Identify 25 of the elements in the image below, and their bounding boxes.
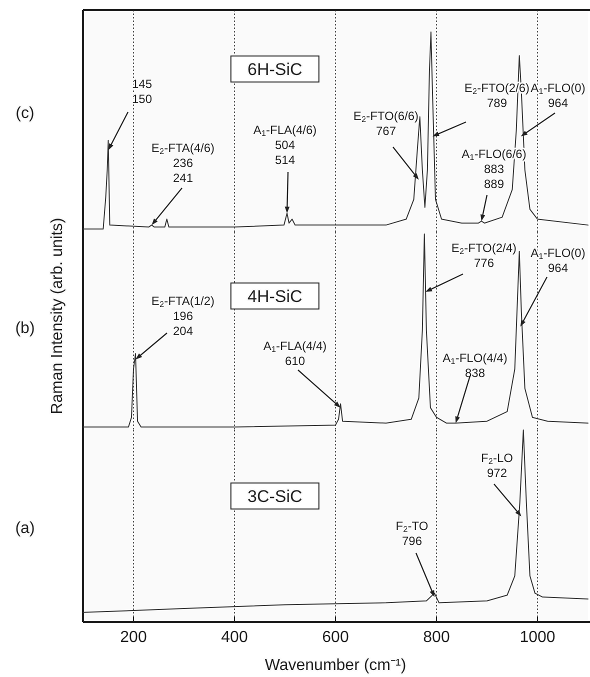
x-tick-label: 600: [322, 629, 349, 646]
annotation: E$_{2}$-FTA(1/2) 196 204: [151, 294, 215, 338]
x-tick-label: 1000: [520, 629, 556, 646]
annotation: E$_{2}$-FTA(4/6) 236 241: [151, 141, 215, 185]
annotation: A$_{1}$-FLO(0) 964: [530, 246, 586, 275]
text: 6H-SiC: [248, 60, 302, 79]
x-tick-label: 200: [120, 629, 147, 646]
text: (c): [16, 105, 34, 122]
text: (b): [15, 320, 35, 337]
annotation: A$_{1}$-FLA(4/4) 610: [263, 339, 327, 368]
text: 4H-SiC: [248, 287, 302, 306]
annotation: E$_{2}$-FTO(6/6) 767: [353, 109, 419, 138]
x-tick-label: 400: [221, 629, 248, 646]
text: (a): [15, 520, 35, 537]
x-tick-label: 800: [423, 629, 450, 646]
annotation: 145 150: [132, 77, 152, 106]
annotation: A$_{1}$-FLO(0) 964: [530, 81, 586, 110]
text: 3C-SiC: [248, 487, 302, 506]
annotation: A$_{1}$-FLO(4/4) 838: [442, 351, 508, 380]
y-axis-title: Raman Intensity (arb. units): [49, 218, 66, 414]
x-axis-title: Wavenumber (cm⁻¹): [264, 657, 406, 674]
annotation: F$_{2}$-LO 972: [480, 451, 514, 480]
annotation: E$_{2}$-FTO(2/4) 776: [451, 241, 517, 270]
annotation: A$_{1}$-FLA(4/6) 504 514: [253, 123, 317, 167]
annotation: F$_{2}$-TO 796: [396, 519, 428, 548]
